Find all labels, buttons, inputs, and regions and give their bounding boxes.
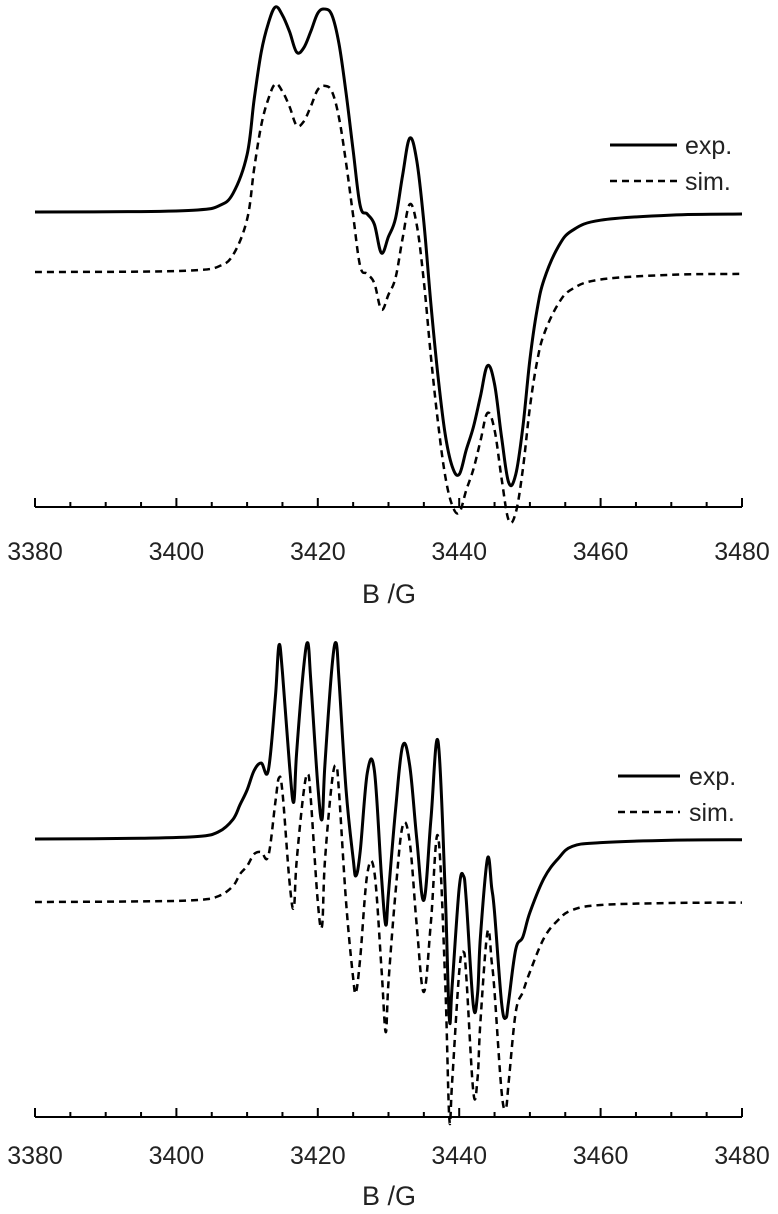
x-tick-label: 3400	[149, 1142, 205, 1170]
x-axis-title-top: B /G	[362, 579, 416, 609]
x-tick-label: 3480	[714, 538, 770, 566]
x-tick-label: 3440	[431, 1142, 487, 1170]
legend-sim-label-top: sim.	[685, 168, 731, 196]
legend-bottom: exp. sim.	[618, 763, 736, 827]
legend-top: exp. sim.	[610, 132, 732, 196]
x-ticks-bottom: 3380 3400 3420 3440 3460 3480	[7, 1108, 770, 1170]
x-tick-label: 3480	[714, 1142, 770, 1170]
chart-panel-bottom: 3380 3400 3420 3440 3460 3480 B /G exp. sim.	[7, 641, 770, 1211]
x-tick-label: 3420	[290, 538, 346, 566]
x-tick-label: 3380	[7, 538, 63, 566]
x-tick-label: 3420	[290, 1142, 346, 1170]
chart-panel-top: 3380 3400 3420 3440 3460 3480 B /G exp. sim.	[7, 5, 770, 609]
exp-line-top	[34, 5, 743, 488]
x-axis-title-bottom: B /G	[362, 1181, 416, 1211]
legend-exp-label-bottom: exp.	[689, 763, 736, 791]
sim-line-bottom	[34, 764, 743, 1126]
exp-line-bottom	[34, 641, 743, 1026]
x-ticks-top: 3380 3400 3420 3440 3460 3480	[7, 498, 770, 566]
sim-line-top	[34, 82, 743, 525]
x-tick-label: 3460	[573, 1142, 629, 1170]
x-tick-label: 3440	[431, 538, 487, 566]
legend-sim-label-bottom: sim.	[689, 799, 735, 827]
x-tick-label: 3460	[573, 538, 629, 566]
x-tick-label: 3380	[7, 1142, 63, 1170]
x-tick-label: 3400	[149, 538, 205, 566]
legend-exp-label-top: exp.	[685, 132, 732, 160]
